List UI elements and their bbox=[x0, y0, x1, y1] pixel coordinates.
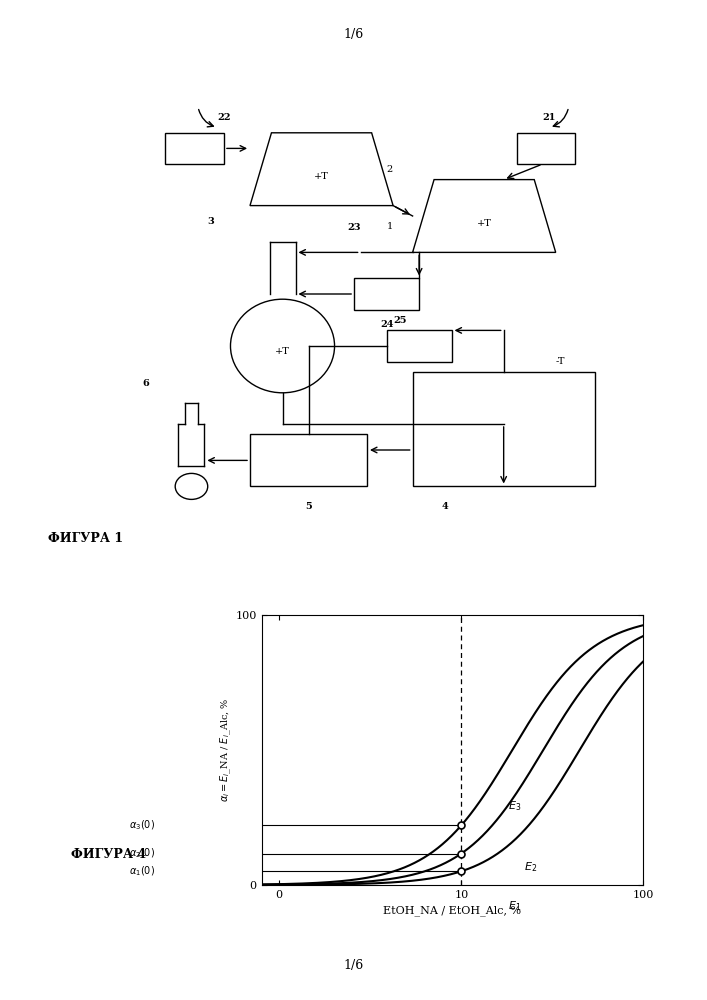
Text: 3: 3 bbox=[208, 217, 214, 226]
Text: 21: 21 bbox=[542, 113, 556, 122]
Text: $E_1$: $E_1$ bbox=[508, 899, 521, 913]
Text: 4: 4 bbox=[442, 502, 448, 511]
Text: $\alpha_1(0)$: $\alpha_1(0)$ bbox=[129, 864, 155, 878]
Text: 2: 2 bbox=[387, 165, 393, 174]
Text: ФИГУРА 1: ФИГУРА 1 bbox=[48, 532, 124, 545]
Text: $E_3$: $E_3$ bbox=[508, 799, 521, 813]
Text: 1/6: 1/6 bbox=[344, 28, 363, 41]
Bar bbox=[517, 133, 575, 164]
Text: 6: 6 bbox=[143, 379, 149, 388]
Text: 5: 5 bbox=[305, 502, 312, 511]
Ellipse shape bbox=[230, 299, 334, 393]
Text: 1/6: 1/6 bbox=[344, 959, 363, 972]
Ellipse shape bbox=[175, 473, 208, 499]
Text: 24: 24 bbox=[380, 320, 393, 329]
Bar bbox=[413, 372, 595, 486]
Polygon shape bbox=[250, 133, 393, 206]
Text: 1: 1 bbox=[387, 222, 393, 231]
X-axis label: EtOH_NA / EtOH_Alc, %: EtOH_NA / EtOH_Alc, % bbox=[383, 905, 522, 916]
Bar bbox=[354, 278, 419, 310]
Bar bbox=[165, 133, 224, 164]
Text: +T: +T bbox=[314, 172, 329, 181]
Text: $\alpha_2(0)$: $\alpha_2(0)$ bbox=[129, 847, 155, 860]
Bar bbox=[250, 434, 367, 486]
Text: -T: -T bbox=[556, 357, 565, 366]
Text: ФИГУРА 4: ФИГУРА 4 bbox=[71, 848, 146, 861]
Text: $E_2$: $E_2$ bbox=[524, 860, 537, 874]
Text: 23: 23 bbox=[347, 223, 361, 232]
Y-axis label: $\alpha_i = E_i$_NA / $E_i$_Alc, %: $\alpha_i = E_i$_NA / $E_i$_Alc, % bbox=[218, 698, 233, 802]
Bar bbox=[387, 330, 452, 362]
Polygon shape bbox=[413, 180, 556, 252]
Text: 25: 25 bbox=[393, 316, 407, 325]
Text: +T: +T bbox=[477, 219, 491, 228]
Text: 22: 22 bbox=[217, 113, 230, 122]
Text: +T: +T bbox=[275, 347, 290, 356]
Text: $\alpha_3(0)$: $\alpha_3(0)$ bbox=[129, 819, 155, 832]
